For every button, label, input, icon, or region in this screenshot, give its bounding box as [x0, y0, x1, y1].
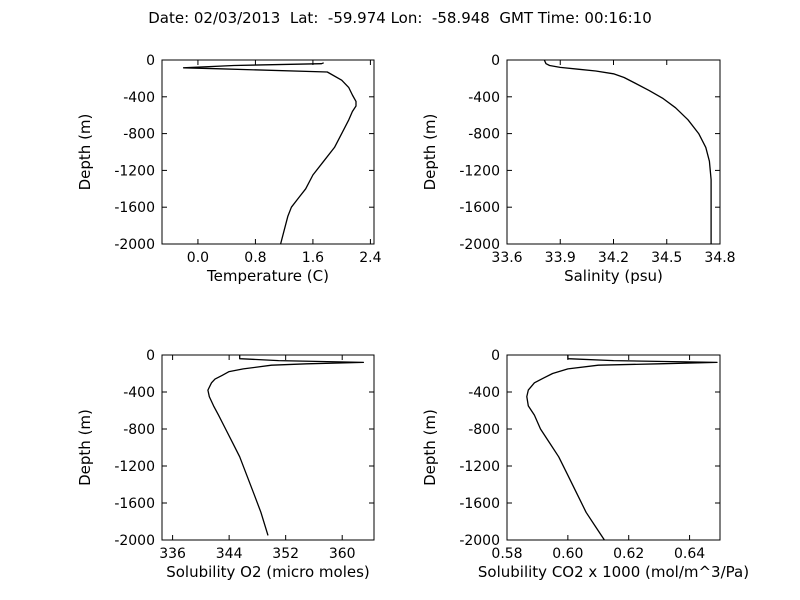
- x-tick-label: 2.4: [359, 250, 381, 266]
- y-tick-label: -2000: [459, 237, 500, 253]
- plot-frame-3: [161, 354, 375, 541]
- y-tick-label: -1200: [114, 163, 155, 179]
- plot-frame-2: [506, 59, 721, 245]
- x-tick-label: 344: [216, 546, 243, 562]
- y-tick-label: -400: [123, 90, 155, 106]
- x-tick-label: 34.2: [598, 250, 629, 266]
- figure-title: Date: 02/03/2013 Lat: -59.974 Lon: -58.9…: [148, 9, 652, 27]
- x-tick-label: 0.8: [244, 250, 266, 266]
- y-tick-label: -400: [123, 385, 155, 401]
- x-tick-label: 33.6: [491, 250, 522, 266]
- y-axis-label: Depth (m): [76, 114, 94, 191]
- y-tick-label: -800: [468, 422, 500, 438]
- x-tick-label: 1.6: [302, 250, 324, 266]
- y-tick-label: -800: [123, 422, 155, 438]
- y-axis-label: Depth (m): [421, 409, 439, 486]
- y-axis-label: Depth (m): [421, 114, 439, 191]
- y-tick-label: -800: [468, 127, 500, 143]
- y-tick-label: -400: [468, 90, 500, 106]
- x-tick-label: 34.5: [651, 250, 682, 266]
- x-tick-label: 336: [159, 546, 186, 562]
- y-tick-label: 0: [146, 53, 155, 69]
- y-axis-label: Depth (m): [76, 409, 94, 486]
- y-tick-label: 0: [146, 348, 155, 364]
- profile-line-3: [207, 355, 365, 536]
- y-tick-label: -1200: [114, 459, 155, 475]
- profile-line-1: [182, 62, 357, 245]
- x-tick-label: 34.8: [704, 250, 735, 266]
- y-tick-label: -2000: [459, 533, 500, 549]
- x-tick-label: 0.62: [613, 546, 644, 562]
- y-tick-label: -1200: [459, 163, 500, 179]
- x-tick-label: 360: [329, 546, 356, 562]
- x-tick-label: 0.60: [552, 546, 583, 562]
- x-tick-label: 0.64: [674, 546, 705, 562]
- y-tick-label: -800: [123, 127, 155, 143]
- y-tick-label: 0: [491, 53, 500, 69]
- x-tick-label: 0.58: [491, 546, 522, 562]
- x-tick-label: 33.9: [545, 250, 576, 266]
- y-tick-label: -1600: [459, 496, 500, 512]
- x-axis-label: Salinity (psu): [564, 267, 663, 285]
- y-tick-label: -2000: [114, 533, 155, 549]
- x-axis-label: Solubility O2 (micro moles): [166, 563, 370, 581]
- y-tick-label: -1600: [114, 496, 155, 512]
- y-tick-label: -1600: [459, 200, 500, 216]
- y-tick-label: -1200: [459, 459, 500, 475]
- x-axis-label: Temperature (C): [206, 267, 329, 285]
- profile-line-2: [543, 59, 712, 244]
- plot-frame-4: [506, 354, 721, 541]
- profile-line-4: [526, 355, 718, 541]
- plot-frame-1: [161, 59, 375, 245]
- y-tick-label: -1600: [114, 200, 155, 216]
- x-tick-label: 352: [272, 546, 299, 562]
- y-tick-label: -400: [468, 385, 500, 401]
- y-tick-label: 0: [491, 348, 500, 364]
- x-axis-label: Solubility CO2 x 1000 (mol/m^3/Pa): [478, 563, 749, 581]
- x-tick-label: 0.0: [187, 250, 209, 266]
- y-tick-label: -2000: [114, 237, 155, 253]
